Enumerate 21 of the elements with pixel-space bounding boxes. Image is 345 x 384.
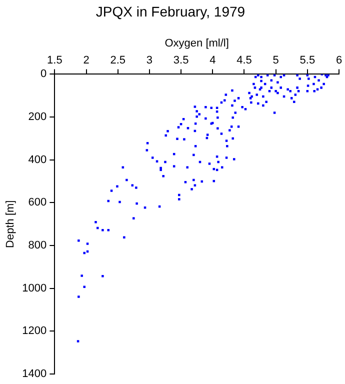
x-tick-label: 6 bbox=[336, 54, 342, 67]
x-tick-label: 2 bbox=[83, 54, 90, 67]
y-tick-label: 200 bbox=[28, 111, 47, 124]
y-tick-label: 1000 bbox=[22, 282, 47, 294]
y-tick-label: 0 bbox=[40, 68, 47, 80]
x-tick-label: 3.5 bbox=[173, 54, 189, 67]
y-tick-label: 600 bbox=[28, 196, 47, 209]
x-tick-label: 2.5 bbox=[110, 54, 126, 67]
x-tick-label: 5 bbox=[272, 54, 279, 67]
y-tick-label: 1200 bbox=[22, 325, 47, 338]
y-tick-label: 1400 bbox=[22, 368, 47, 380]
x-tick-label: 5.5 bbox=[300, 54, 316, 67]
x-axis-title: Oxygen [ml/l] bbox=[164, 37, 229, 50]
x-tick-label: 1.5 bbox=[47, 54, 62, 67]
y-tick-label: 800 bbox=[28, 240, 47, 252]
x-tick-label: 3 bbox=[146, 54, 153, 67]
y-axis-title: Depth [m] bbox=[4, 200, 17, 248]
x-tick-label: 4 bbox=[210, 54, 216, 67]
x-tick-label: 4.5 bbox=[236, 54, 252, 67]
chart-title: JPQX in February, 1979 bbox=[96, 3, 246, 20]
y-tick-label: 400 bbox=[28, 154, 47, 166]
